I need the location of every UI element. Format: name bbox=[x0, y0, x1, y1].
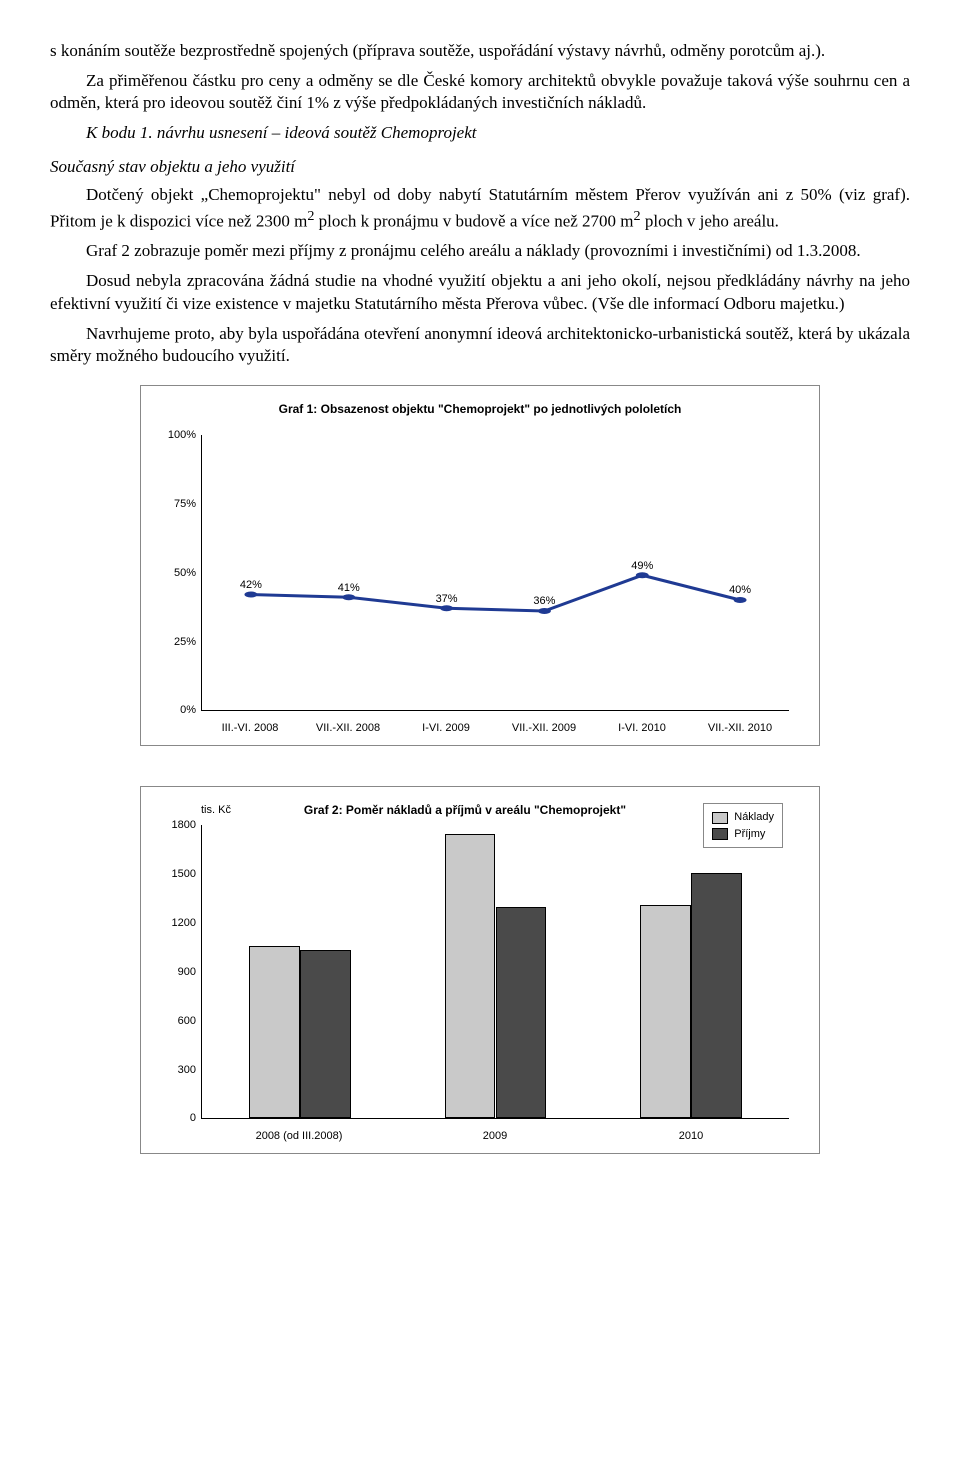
chart1-value-label: 40% bbox=[729, 583, 751, 597]
heading-kbodu: K bodu 1. návrhu usnesení – ideová soutě… bbox=[50, 122, 910, 144]
chart1-xtick: III.-VI. 2008 bbox=[222, 721, 279, 735]
chart2-bar bbox=[640, 905, 691, 1118]
chart2-title: Graf 2: Poměr nákladů a příjmů v areálu … bbox=[231, 803, 699, 819]
chart2-bar bbox=[691, 873, 742, 1119]
chart1-xtick: I-VI. 2009 bbox=[422, 721, 470, 735]
chart2-ytick: 1200 bbox=[162, 916, 196, 930]
para-2: Za přiměřenou částku pro ceny a odměny s… bbox=[50, 70, 910, 114]
chart2-ytick: 300 bbox=[162, 1062, 196, 1076]
chart1-plot: 0%25%50%75%100%42%41%37%36%49%40% bbox=[201, 435, 789, 711]
chart2-xtick: 2009 bbox=[483, 1129, 507, 1143]
para-3c: ploch v jeho areálu. bbox=[641, 211, 779, 230]
chart2-bar bbox=[445, 834, 496, 1119]
chart1-ytick: 0% bbox=[162, 703, 196, 717]
chart1-value-label: 37% bbox=[436, 591, 458, 605]
chart1-xtick: VII.-XII. 2008 bbox=[316, 721, 380, 735]
chart1-ytick: 100% bbox=[162, 428, 196, 442]
chart2-plot: 0300600900120015001800 bbox=[201, 825, 789, 1119]
chart2-bar bbox=[300, 950, 351, 1118]
chart2-ytick: 600 bbox=[162, 1014, 196, 1028]
chart2-ytick: 1800 bbox=[162, 818, 196, 832]
chart2-ytick: 1500 bbox=[162, 867, 196, 881]
chart1-container: Graf 1: Obsazenost objektu "Chemoprojekt… bbox=[140, 385, 820, 747]
chart1-ytick: 50% bbox=[162, 566, 196, 580]
para-3b: ploch k pronájmu v budově a více než 270… bbox=[314, 211, 633, 230]
chart2-ytick: 0 bbox=[162, 1111, 196, 1125]
chart1-ytick: 75% bbox=[162, 497, 196, 511]
chart2-legend-swatch bbox=[712, 812, 728, 824]
chart2-legend-row: Náklady bbox=[712, 810, 774, 824]
para-1: s konáním soutěže bezprostředně spojenýc… bbox=[50, 40, 910, 62]
chart1-xtick: VII.-XII. 2009 bbox=[512, 721, 576, 735]
chart1-ytick: 25% bbox=[162, 634, 196, 648]
chart2-yunit: tis. Kč bbox=[201, 803, 231, 817]
heading-soucasny: Současný stav objektu a jeho využití bbox=[50, 156, 910, 178]
para-6: Navrhujeme proto, aby byla uspořádána ot… bbox=[50, 323, 910, 367]
chart2-bar bbox=[496, 907, 547, 1119]
chart2-bar bbox=[249, 946, 300, 1119]
chart1-title: Graf 1: Obsazenost objektu "Chemoprojekt… bbox=[161, 402, 799, 418]
chart2-ytick: 900 bbox=[162, 965, 196, 979]
sup-2b: 2 bbox=[634, 208, 641, 224]
chart2-legend: Náklady Příjmy bbox=[703, 803, 783, 848]
chart1-value-label: 42% bbox=[240, 578, 262, 592]
chart1-value-label: 36% bbox=[533, 594, 555, 608]
chart2: tis. Kč Graf 2: Poměr nákladů a příjmů v… bbox=[201, 803, 789, 1143]
chart2-legend-label: Náklady bbox=[734, 810, 774, 824]
para-3: Dotčený objekt „Chemoprojektu" nebyl od … bbox=[50, 184, 910, 232]
chart2-container: tis. Kč Graf 2: Poměr nákladů a příjmů v… bbox=[140, 786, 820, 1154]
chart2-xtick: 2008 (od III.2008) bbox=[256, 1129, 343, 1143]
chart1-xtick: I-VI. 2010 bbox=[618, 721, 666, 735]
chart2-legend-swatch bbox=[712, 828, 728, 840]
chart1: 0%25%50%75%100%42%41%37%36%49%40% III.-V… bbox=[201, 435, 789, 735]
para-5: Dosud nebyla zpracována žádná studie na … bbox=[50, 270, 910, 314]
chart2-legend-row: Příjmy bbox=[712, 827, 774, 841]
chart1-xtick: VII.-XII. 2010 bbox=[708, 721, 772, 735]
chart2-xtick: 2010 bbox=[679, 1129, 703, 1143]
chart1-value-label: 49% bbox=[631, 558, 653, 572]
chart1-value-label: 41% bbox=[338, 580, 360, 594]
para-4: Graf 2 zobrazuje poměr mezi příjmy z pro… bbox=[50, 240, 910, 262]
chart2-legend-label: Příjmy bbox=[734, 827, 765, 841]
